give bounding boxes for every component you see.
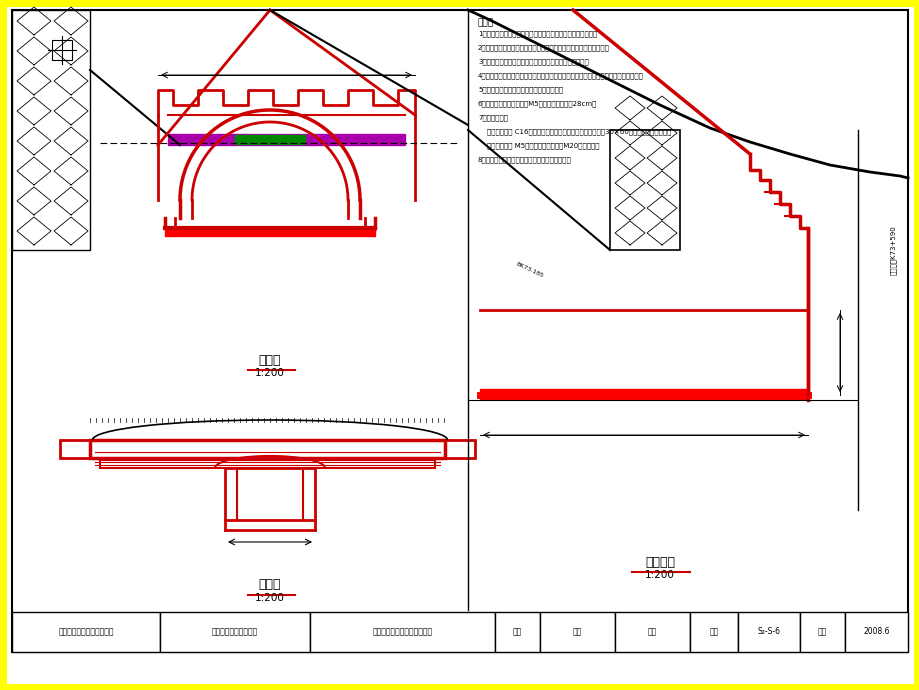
Bar — [52, 40, 72, 60]
Text: 说明：: 说明： — [478, 18, 494, 27]
Text: 3、隅道范围内的洞场与洞门节点均用同一材料整体浇注。: 3、隅道范围内的洞场与洞门节点均用同一材料整体浇注。 — [478, 58, 588, 65]
Text: 2008.6: 2008.6 — [862, 627, 889, 636]
Text: 洞口桩号K73+590: 洞口桩号K73+590 — [889, 225, 895, 275]
Text: 正面图: 正面图 — [258, 353, 281, 366]
Text: 设计: 设计 — [512, 627, 522, 636]
Text: 6、洞门过渡辅助排水采用M5浆砖片石碗筑，厘28cm。: 6、洞门过渡辅助排水采用M5浆砖片石碗筑，厘28cm。 — [478, 100, 596, 107]
Text: 7、建筑材料：: 7、建筑材料： — [478, 114, 507, 121]
Bar — [310, 612, 494, 652]
Text: 1:200: 1:200 — [255, 593, 285, 603]
Text: 日期: 日期 — [817, 627, 826, 636]
Text: 雁荜山隅道进出口洞门设计图: 雁荜山隅道进出口洞门设计图 — [372, 627, 432, 636]
Bar — [614, 612, 689, 652]
Text: 纵断面图: 纵断面图 — [644, 555, 675, 569]
Text: 1:200: 1:200 — [255, 368, 285, 378]
Text: 1、本图尺寸高度及标号均以厘米为单位，其余均以米为单位。: 1、本图尺寸高度及标号均以厘米为单位，其余均以米为单位。 — [478, 30, 596, 37]
Text: 平面图: 平面图 — [258, 578, 281, 591]
Bar — [160, 612, 310, 652]
Bar — [234, 135, 305, 144]
Bar — [445, 440, 474, 458]
Bar — [737, 612, 800, 652]
Text: 8、未详之处，参见相关设计图。筐枱及掘扣等。: 8、未详之处，参见相关设计图。筐枱及掘扣等。 — [478, 156, 571, 163]
Text: BK73.185: BK73.185 — [515, 262, 544, 279]
Text: 乐清市山老区联络公路: 乐清市山老区联络公路 — [211, 627, 258, 636]
Bar — [844, 612, 907, 652]
Bar — [100, 460, 435, 468]
Text: S₂-S-6: S₂-S-6 — [756, 627, 779, 636]
Bar — [165, 228, 375, 236]
Text: 1:200: 1:200 — [644, 570, 675, 580]
Bar — [60, 440, 90, 458]
Text: 2、洞门范围内的检测格式尺寸及建筑材料均按图示整体设计图办理。: 2、洞门范围内的检测格式尺寸及建筑材料均按图示整体设计图办理。 — [478, 44, 609, 50]
Text: 审核: 审核 — [647, 627, 656, 636]
Text: 温州市交通规划设计研究院: 温州市交通规划设计研究院 — [58, 627, 114, 636]
Text: 复核: 复核 — [573, 627, 582, 636]
Text: 5、洞墙顶水沟与洞顶排水沟（天沟）相接。: 5、洞墙顶水沟与洞顶排水沟（天沟）相接。 — [478, 86, 562, 92]
Bar — [609, 130, 679, 250]
Bar — [480, 389, 807, 399]
Bar — [12, 612, 160, 652]
Bar — [12, 10, 90, 250]
Bar — [90, 440, 445, 458]
Bar — [225, 468, 314, 520]
Bar — [800, 612, 844, 652]
Text: 图号: 图号 — [709, 627, 718, 636]
Bar — [539, 612, 614, 652]
Text: 洞墙及端墙： C16混凝土整体浇注，端墙正面用水色屈衣及30×60贴砂岐墙面（见正面图: 洞墙及端墙： C16混凝土整体浇注，端墙正面用水色屈衣及30×60贴砂岐墙面（见… — [478, 128, 671, 135]
Bar — [689, 612, 737, 652]
Text: 4、隅道出洞后，洞内水沟与洞外路基侧沟应连接，洞外路基却水諷见路基相关设计图。: 4、隅道出洞后，洞内水沟与洞外路基侧沟应连接，洞外路基却水諷见路基相关设计图。 — [478, 72, 643, 79]
Bar — [494, 612, 539, 652]
Text: 洞墙顶水沟： M5水泥砂岐片石，并用M20水泥抹平。: 洞墙顶水沟： M5水泥砂岐片石，并用M20水泥抹平。 — [478, 142, 599, 148]
Bar — [168, 134, 404, 145]
